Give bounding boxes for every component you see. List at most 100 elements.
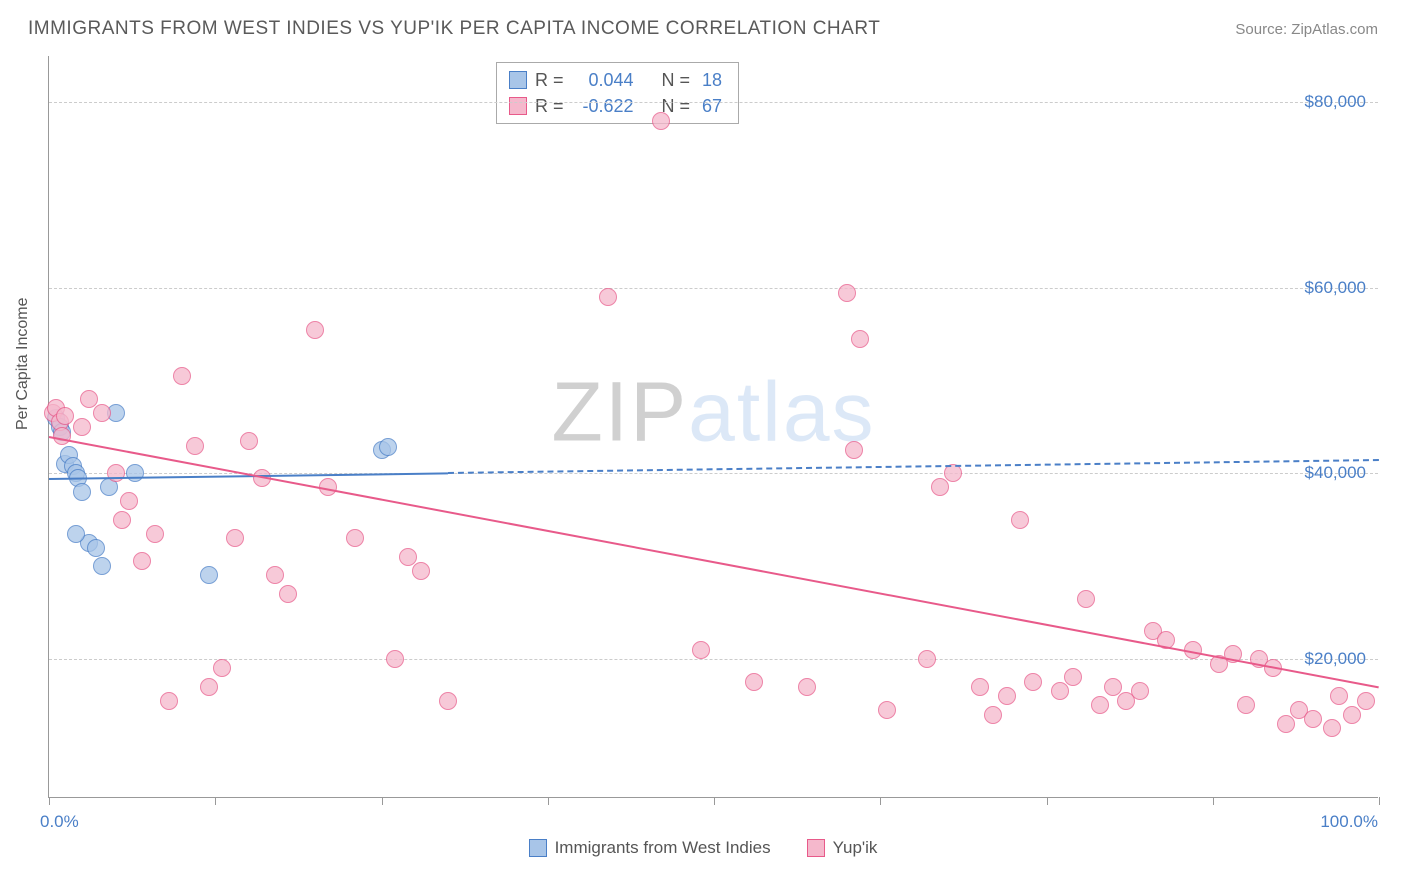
data-point	[692, 641, 710, 659]
data-point	[1091, 696, 1109, 714]
correlation-stats-box: R = 0.044 N = 18 R = -0.622 N = 67	[496, 62, 739, 124]
data-point	[133, 552, 151, 570]
y-tick-label: $40,000	[1305, 463, 1366, 483]
data-point	[73, 418, 91, 436]
scatter-chart: ZIPatlas R = 0.044 N = 18 R = -0.622 N =…	[48, 56, 1378, 798]
n-value-1: 18	[702, 67, 722, 93]
y-tick-label: $80,000	[1305, 92, 1366, 112]
data-point	[878, 701, 896, 719]
chart-header: IMMIGRANTS FROM WEST INDIES VS YUP'IK PE…	[0, 0, 1406, 50]
data-point	[931, 478, 949, 496]
watermark: ZIPatlas	[551, 363, 875, 460]
y-tick-label: $20,000	[1305, 649, 1366, 669]
x-tick	[1047, 797, 1048, 805]
data-point	[107, 464, 125, 482]
data-point	[306, 321, 324, 339]
data-point	[1051, 682, 1069, 700]
data-point	[93, 557, 111, 575]
r-label: R =	[535, 67, 564, 93]
data-point	[56, 407, 74, 425]
gridline	[49, 659, 1378, 660]
r-value-1: 0.044	[576, 67, 634, 93]
data-point	[1304, 710, 1322, 728]
data-point	[599, 288, 617, 306]
gridline	[49, 102, 1378, 103]
data-point	[266, 566, 284, 584]
data-point	[984, 706, 1002, 724]
data-point	[838, 284, 856, 302]
stats-row-series-1: R = 0.044 N = 18	[509, 67, 726, 93]
stats-row-series-2: R = -0.622 N = 67	[509, 93, 726, 119]
data-point	[1077, 590, 1095, 608]
y-axis-label: Per Capita Income	[14, 297, 32, 430]
legend-item-2: Yup'ik	[807, 838, 878, 858]
data-point	[412, 562, 430, 580]
data-point	[200, 678, 218, 696]
x-tick	[382, 797, 383, 805]
data-point	[1064, 668, 1082, 686]
data-point	[1131, 682, 1149, 700]
data-point	[1323, 719, 1341, 737]
trend-line	[448, 459, 1379, 474]
r-label: R =	[535, 93, 564, 119]
gridline	[49, 288, 1378, 289]
legend-swatch-2	[807, 839, 825, 857]
data-point	[73, 483, 91, 501]
legend-label-1: Immigrants from West Indies	[555, 838, 771, 858]
data-point	[998, 687, 1016, 705]
data-point	[851, 330, 869, 348]
data-point	[379, 438, 397, 456]
data-point	[1330, 687, 1348, 705]
legend-item-1: Immigrants from West Indies	[529, 838, 771, 858]
chart-title: IMMIGRANTS FROM WEST INDIES VS YUP'IK PE…	[28, 18, 880, 40]
data-point	[126, 464, 144, 482]
source-attribution: Source: ZipAtlas.com	[1235, 21, 1378, 38]
data-point	[1024, 673, 1042, 691]
data-point	[798, 678, 816, 696]
legend-swatch-1	[529, 839, 547, 857]
x-tick	[49, 797, 50, 805]
data-point	[1343, 706, 1361, 724]
y-tick-label: $60,000	[1305, 278, 1366, 298]
data-point	[113, 511, 131, 529]
x-axis-min-label: 0.0%	[40, 812, 79, 832]
data-point	[944, 464, 962, 482]
source-name: ZipAtlas.com	[1291, 21, 1378, 38]
data-point	[146, 525, 164, 543]
data-point	[87, 539, 105, 557]
x-tick	[880, 797, 881, 805]
data-point	[745, 673, 763, 691]
data-point	[67, 525, 85, 543]
source-label: Source:	[1235, 21, 1291, 38]
x-axis-max-label: 100.0%	[1320, 812, 1378, 832]
data-point	[160, 692, 178, 710]
data-point	[386, 650, 404, 668]
data-point	[226, 529, 244, 547]
data-point	[1277, 715, 1295, 733]
data-point	[173, 367, 191, 385]
x-tick	[1379, 797, 1380, 805]
data-point	[918, 650, 936, 668]
watermark-zip: ZIP	[551, 364, 688, 458]
data-point	[240, 432, 258, 450]
data-point	[346, 529, 364, 547]
x-tick	[215, 797, 216, 805]
x-tick	[548, 797, 549, 805]
data-point	[213, 659, 231, 677]
legend-label-2: Yup'ik	[833, 838, 878, 858]
data-point	[93, 404, 111, 422]
data-point	[1237, 696, 1255, 714]
bottom-legend: Immigrants from West Indies Yup'ik	[0, 838, 1406, 858]
n-value-2: 67	[702, 93, 722, 119]
data-point	[186, 437, 204, 455]
data-point	[279, 585, 297, 603]
x-tick	[714, 797, 715, 805]
n-label: N =	[662, 67, 691, 93]
data-point	[53, 427, 71, 445]
data-point	[120, 492, 138, 510]
data-point	[439, 692, 457, 710]
data-point	[1011, 511, 1029, 529]
data-point	[845, 441, 863, 459]
data-point	[1357, 692, 1375, 710]
x-tick	[1213, 797, 1214, 805]
